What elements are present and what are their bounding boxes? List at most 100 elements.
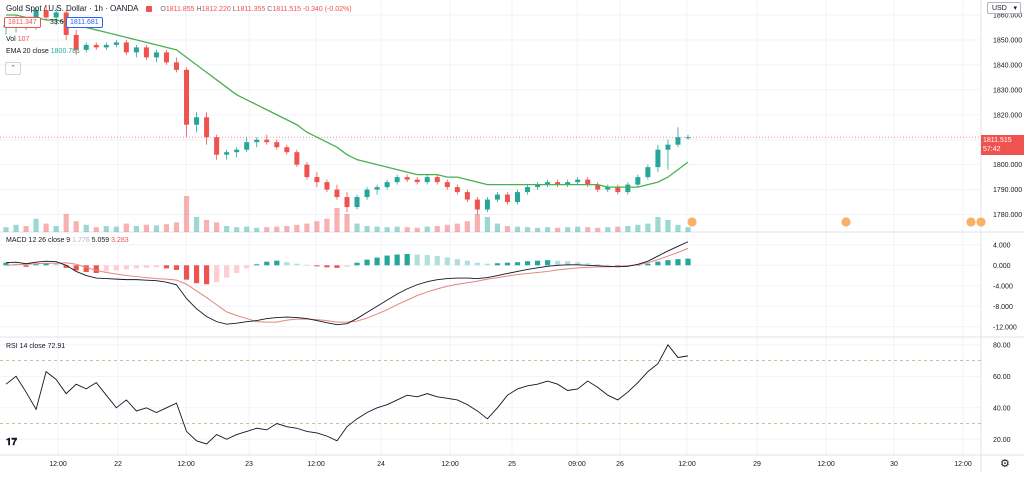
macd-histogram-bar <box>374 257 380 266</box>
volume-bar <box>615 226 621 232</box>
rsi-legend[interactable]: RSI 14 close 72.91 <box>6 343 66 350</box>
volume-bar <box>534 227 541 232</box>
macd-histogram-bar <box>575 262 581 266</box>
gear-icon[interactable]: ⚙ <box>1000 458 1010 470</box>
macd-histogram-bar <box>183 265 190 280</box>
price-axis-tick-label: 1780.000 <box>993 212 1022 219</box>
candle-body <box>364 189 370 198</box>
candle-body <box>655 149 661 168</box>
macd-histogram-bar <box>224 265 230 278</box>
volume-bar <box>43 223 49 232</box>
volume-bar <box>314 221 320 232</box>
macd-legend[interactable]: MACD 12 26 close 9 1.776 5.059 3.283 <box>6 237 129 244</box>
candle-body <box>324 182 330 190</box>
rsi-axis-tick-label: 40.00 <box>993 405 1011 412</box>
candle-body <box>294 152 300 165</box>
candle-body <box>615 187 621 193</box>
volume-bar <box>53 226 59 232</box>
tradingview-logo-icon[interactable]: 𝟏𝟕 <box>6 437 18 448</box>
volume-bar <box>153 225 160 232</box>
volume-bar <box>113 226 119 232</box>
chevron-down-icon: ▾ <box>1013 5 1017 12</box>
market-status-icon <box>146 6 153 13</box>
volume-bar <box>635 224 641 232</box>
rsi-axis-tick-label: 80.00 <box>993 342 1011 349</box>
candle-body <box>605 187 611 190</box>
candle-body <box>474 199 480 210</box>
candle-body <box>153 52 159 58</box>
candle-body <box>555 182 561 185</box>
macd-histogram-bar <box>364 259 370 266</box>
volume-bar <box>384 227 390 232</box>
time-axis-tick-label: 12:00 <box>49 461 67 468</box>
macd-histogram-bar <box>103 265 109 272</box>
volume-bar <box>183 196 190 232</box>
volume-bar <box>133 226 139 232</box>
candle-body <box>194 117 200 125</box>
macd-axis-tick-label: -12.000 <box>993 324 1017 331</box>
candle-body <box>163 52 169 63</box>
volume-bar <box>685 227 691 232</box>
current-price-label: 1811.515 57:42 <box>981 135 1024 155</box>
volume-bar <box>344 214 350 232</box>
macd-histogram-bar <box>163 265 170 269</box>
candle-body <box>515 192 520 203</box>
candle-body <box>494 194 500 200</box>
volume-bar <box>665 220 671 232</box>
macd-histogram-bar <box>464 260 470 266</box>
candle-body <box>344 197 350 208</box>
candle-body <box>675 137 681 145</box>
open-value: 1811.855 <box>165 6 195 13</box>
candle-body <box>585 179 591 185</box>
volume-bar <box>555 227 561 232</box>
symbol-title[interactable]: Gold Spot / U.S. Dollar · 1h · OANDA <box>6 4 139 13</box>
macd-histogram-bar <box>585 263 591 266</box>
volume-bar <box>3 227 9 232</box>
ema-line <box>6 14 689 188</box>
macd-histogram-bar <box>133 265 139 269</box>
macd-histogram-bar <box>595 264 601 266</box>
macd-histogram-bar <box>444 257 450 266</box>
volume-legend[interactable]: Vol 107 <box>6 36 30 43</box>
collapse-legend-button[interactable]: ⌃ <box>5 62 21 75</box>
candle-body <box>264 139 270 143</box>
candle-body <box>444 182 450 188</box>
macd-histogram-bar <box>33 264 39 266</box>
volume-bar <box>474 214 480 232</box>
macd-axis-tick-label: 4.000 <box>993 242 1011 249</box>
macd-histogram-bar <box>454 259 460 266</box>
candle-body <box>143 47 149 58</box>
volume-bar <box>404 227 410 232</box>
macd-line <box>5 241 689 326</box>
candle-body <box>645 167 651 178</box>
macd-histogram-bar <box>73 265 79 271</box>
macd-histogram-bar <box>655 261 661 266</box>
volume-bar <box>294 224 300 232</box>
candle-body <box>224 152 230 155</box>
macd-histogram-bar <box>384 255 390 266</box>
bid-price-button[interactable]: 1811.347 <box>4 17 41 28</box>
macd-histogram-bar <box>143 265 150 268</box>
currency-select[interactable]: USD ▾ <box>987 2 1021 14</box>
candle-body <box>93 44 99 48</box>
candle-body <box>174 62 179 70</box>
macd-signal-line <box>5 247 689 323</box>
candle-body <box>43 9 49 18</box>
macd-histogram-bar <box>53 263 59 266</box>
volume-bar <box>284 226 290 232</box>
macd-histogram-bar <box>685 258 691 266</box>
volume-bar <box>63 214 69 232</box>
macd-axis-tick-label: 0.000 <box>993 263 1011 270</box>
time-axis-tick-label: 12:00 <box>441 461 459 468</box>
volume-bar <box>224 226 230 232</box>
volume-bar <box>444 224 450 232</box>
ema-legend[interactable]: EMA 20 close 1800.781 <box>6 48 80 55</box>
ask-price-button[interactable]: 1811.681 <box>66 17 103 28</box>
rsi-axis-tick-label: 20.00 <box>993 437 1011 444</box>
macd-histogram-bar <box>605 264 611 266</box>
candle-body <box>504 194 510 203</box>
volume-bar <box>374 226 380 232</box>
volume-bar <box>173 222 180 232</box>
